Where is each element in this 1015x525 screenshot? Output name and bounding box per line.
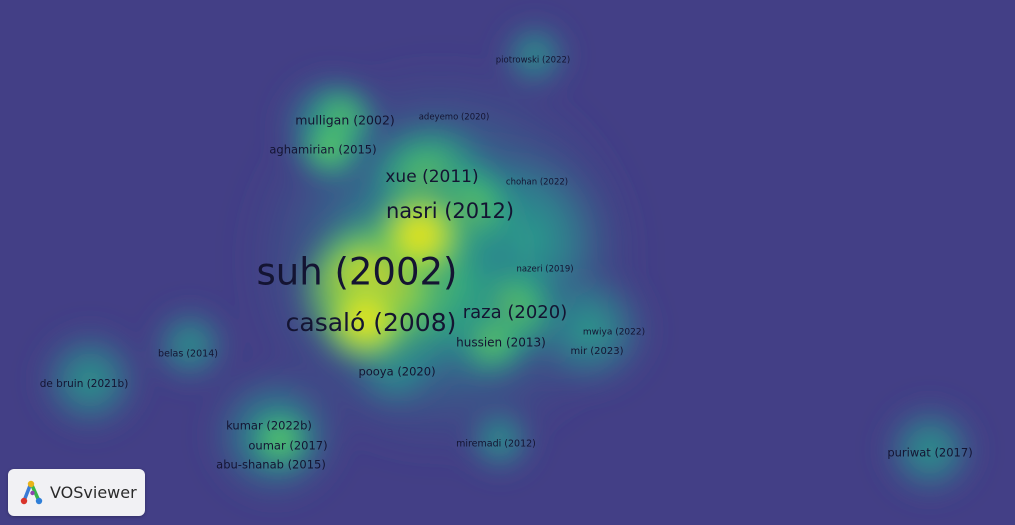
vosviewer-logo: VOSviewer <box>8 469 145 516</box>
item-label[interactable]: puriwat (2017) <box>887 446 972 460</box>
density-blob <box>365 180 475 290</box>
item-label[interactable]: de bruin (2021b) <box>40 378 129 390</box>
item-label[interactable]: nasri (2012) <box>386 199 514 223</box>
item-label[interactable]: xue (2011) <box>385 167 478 187</box>
item-label[interactable]: mwiya (2022) <box>583 328 645 338</box>
vosviewer-logo-icon <box>20 480 43 504</box>
item-label[interactable]: nazeri (2019) <box>516 265 573 275</box>
density-blob <box>145 300 235 390</box>
item-label[interactable]: mulligan (2002) <box>295 113 395 128</box>
item-label[interactable]: suh (2002) <box>257 251 458 294</box>
density-blob <box>495 15 575 95</box>
item-label[interactable]: pooya (2020) <box>358 365 435 379</box>
item-label[interactable]: abu-shanab (2015) <box>216 458 326 472</box>
item-label[interactable]: chohan (2022) <box>506 178 568 188</box>
density-blob <box>460 400 540 480</box>
item-label[interactable]: miremadi (2012) <box>456 439 536 450</box>
label-layer: suh (2002) casaló (2008) nasri (2012) xue (… <box>40 56 973 472</box>
item-label[interactable]: mir (2023) <box>570 346 623 357</box>
density-blob <box>875 395 985 505</box>
item-label[interactable]: oumar (2017) <box>248 439 327 453</box>
density-blob <box>242 402 318 478</box>
density-blob <box>292 110 368 186</box>
density-blob <box>315 270 415 370</box>
item-label[interactable]: adeyemo (2020) <box>419 113 490 123</box>
item-label[interactable]: hussien (2013) <box>456 336 546 350</box>
density-blob <box>30 320 150 440</box>
item-label[interactable]: casaló (2008) <box>286 308 457 337</box>
item-label[interactable]: kumar (2022b) <box>226 419 312 433</box>
item-label[interactable]: belas (2014) <box>158 349 218 360</box>
density-layer <box>30 15 985 510</box>
item-label[interactable]: aghamirian (2015) <box>269 143 376 157</box>
item-label[interactable]: piotrowski (2022) <box>496 56 570 66</box>
item-label[interactable]: raza (2020) <box>463 302 567 323</box>
vosviewer-logo-text: VOSviewer <box>50 483 137 502</box>
